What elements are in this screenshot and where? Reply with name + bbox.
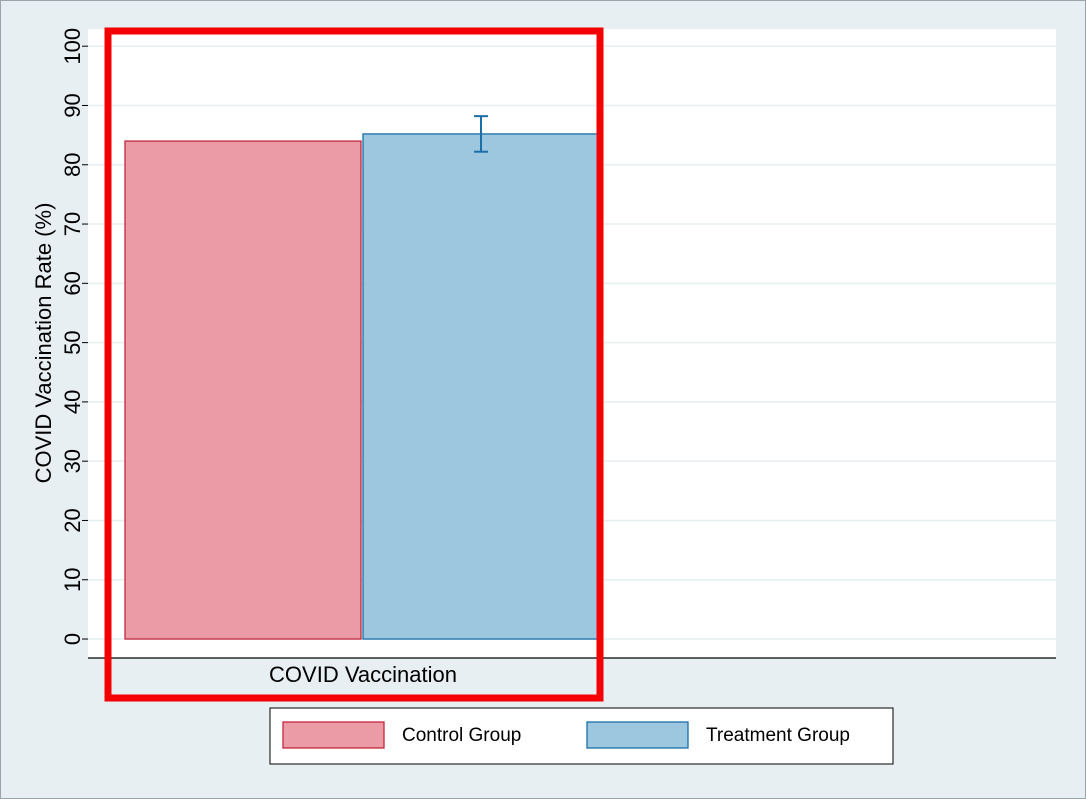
y-tick-label: 30 <box>60 449 85 473</box>
legend-label: Control Group <box>402 725 521 746</box>
bar <box>124 140 362 640</box>
legend-swatch <box>282 721 385 749</box>
y-tick-label: 10 <box>60 568 85 592</box>
y-tick-label: 80 <box>60 153 85 177</box>
bar <box>362 133 600 640</box>
y-tick-label: 50 <box>60 330 85 354</box>
y-tick-label: 0 <box>60 633 85 645</box>
y-tick-label: 20 <box>60 508 85 532</box>
y-tick-label: 90 <box>60 93 85 117</box>
y-tick-label: 60 <box>60 271 85 295</box>
y-axis-title: COVID Vaccination Rate (%) <box>31 203 56 484</box>
error-bar <box>474 115 488 153</box>
x-tick-label: COVID Vaccination <box>269 662 457 687</box>
y-tick-label: 40 <box>60 390 85 414</box>
legend-label: Treatment Group <box>706 725 850 746</box>
legend-items: Control Group Treatment Group <box>282 721 850 749</box>
y-tick-label: 100 <box>60 28 85 65</box>
marks: COVID Vaccination <box>124 115 600 687</box>
legend-swatch <box>586 721 689 749</box>
highlight-box <box>104 27 604 702</box>
y-tick-label: 70 <box>60 212 85 236</box>
